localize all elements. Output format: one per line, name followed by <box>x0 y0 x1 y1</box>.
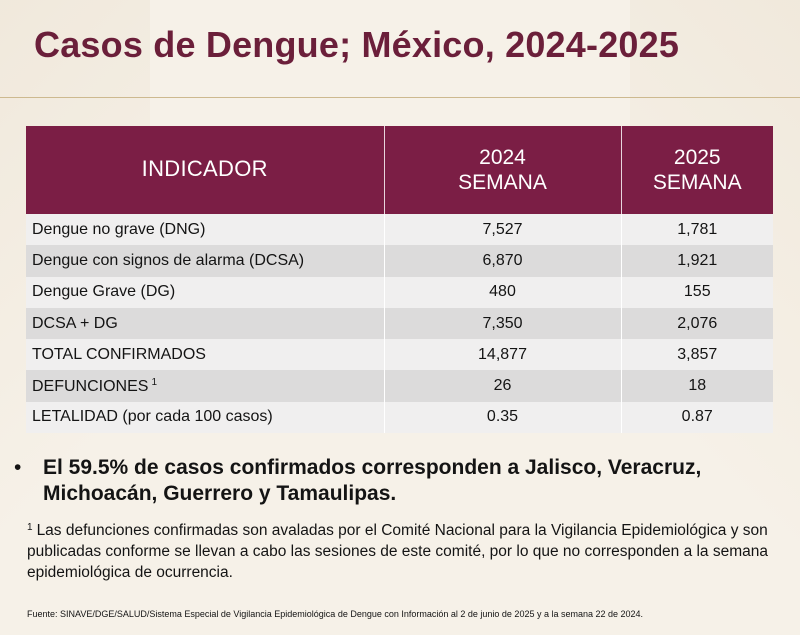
row-label-abbr: (DCSA) <box>244 251 305 269</box>
row-label-main: TOTAL CONFIRMADOS <box>32 345 206 363</box>
table-row: Dengue con signos de alarma (DCSA) 6,870… <box>26 245 773 277</box>
table-row: Dengue no grave (DNG) 7,527 1,781 <box>26 214 773 246</box>
row-label: DEFUNCIONES 1 <box>26 370 385 402</box>
row-label: Dengue no grave (DNG) <box>26 214 385 246</box>
value-2024: 0.35 <box>384 401 622 434</box>
header-2024: 2024 SEMANA <box>384 126 622 214</box>
table-row: DCSA + DG 7,350 2,076 <box>26 307 773 340</box>
value-2024: 6,870 <box>384 245 622 277</box>
table-row: TOTAL CONFIRMADOS 14,877 3,857 <box>26 339 773 371</box>
header-2025-year: 2025 <box>673 146 721 169</box>
value-2025: 2,076 <box>621 307 773 340</box>
value-2024: 7,350 <box>384 307 622 340</box>
row-label-main: DCSA + DG <box>32 314 118 332</box>
value-2025: 155 <box>621 276 773 308</box>
table-row: LETALIDAD (por cada 100 casos) 0.35 0.87 <box>26 401 773 434</box>
value-2025: 1,781 <box>621 214 773 246</box>
summary-bullet: • El 59.5% de casos confirmados correspo… <box>14 455 774 507</box>
value-2024: 14,877 <box>384 339 622 371</box>
row-label: Dengue con signos de alarma (DCSA) <box>26 245 385 277</box>
value-2024: 7,527 <box>384 214 622 246</box>
header-indicator-label: INDICADOR <box>141 156 268 181</box>
row-label: DCSA + DG <box>26 307 385 340</box>
row-label-main: Dengue no grave <box>32 220 155 238</box>
value-2024: 26 <box>384 370 622 402</box>
header-indicator: INDICADOR <box>26 126 385 214</box>
footnote-marker: 1 <box>151 376 158 388</box>
row-label-abbr: (DG) <box>136 283 176 301</box>
bullet-text: El 59.5% de casos confirmados correspond… <box>43 456 702 505</box>
footnote-text: Las defunciones confirmadas son avaladas… <box>27 522 769 581</box>
header-2025-subtitle: SEMANA <box>652 171 742 194</box>
source-citation: Fuente: SINAVE/DGE/SALUD/Sistema Especia… <box>27 609 644 619</box>
table-header-row: INDICADOR 2024 SEMANA 2025 SEMANA <box>26 126 773 214</box>
row-label-main: LETALIDAD (por cada 100 casos) <box>32 408 273 426</box>
header-2024-subtitle: SEMANA <box>458 171 547 194</box>
value-2025: 18 <box>621 370 773 402</box>
table-row: DEFUNCIONES 1 26 18 <box>26 370 773 402</box>
page-title: Casos de Dengue; México, 2024-2025 <box>34 24 680 65</box>
header-2024-year: 2024 <box>479 146 526 169</box>
value-2025: 1,921 <box>621 245 773 277</box>
row-label: Dengue Grave (DG) <box>26 276 385 308</box>
dengue-cases-table: INDICADOR 2024 SEMANA 2025 SEMANA Dengue… <box>26 126 773 434</box>
row-label-main: DEFUNCIONES <box>32 377 149 395</box>
row-label-main: Dengue Grave <box>32 283 137 301</box>
footnote-number: 1 <box>27 522 33 533</box>
value-2024: 480 <box>384 276 622 308</box>
row-label-main: Dengue con signos de alarma <box>32 251 245 269</box>
title-divider <box>0 97 800 98</box>
bullet-marker: • <box>14 456 22 479</box>
row-label-abbr: (DNG) <box>154 220 206 238</box>
row-label: TOTAL CONFIRMADOS <box>26 339 385 371</box>
table-row: Dengue Grave (DG) 480 155 <box>26 276 773 308</box>
value-2025: 0.87 <box>621 401 773 434</box>
row-label: LETALIDAD (por cada 100 casos) <box>26 401 385 434</box>
header-2025: 2025 SEMANA <box>621 126 773 214</box>
footnote: 1 Las defunciones confirmadas son avalada… <box>27 517 787 583</box>
value-2025: 3,857 <box>621 339 773 371</box>
